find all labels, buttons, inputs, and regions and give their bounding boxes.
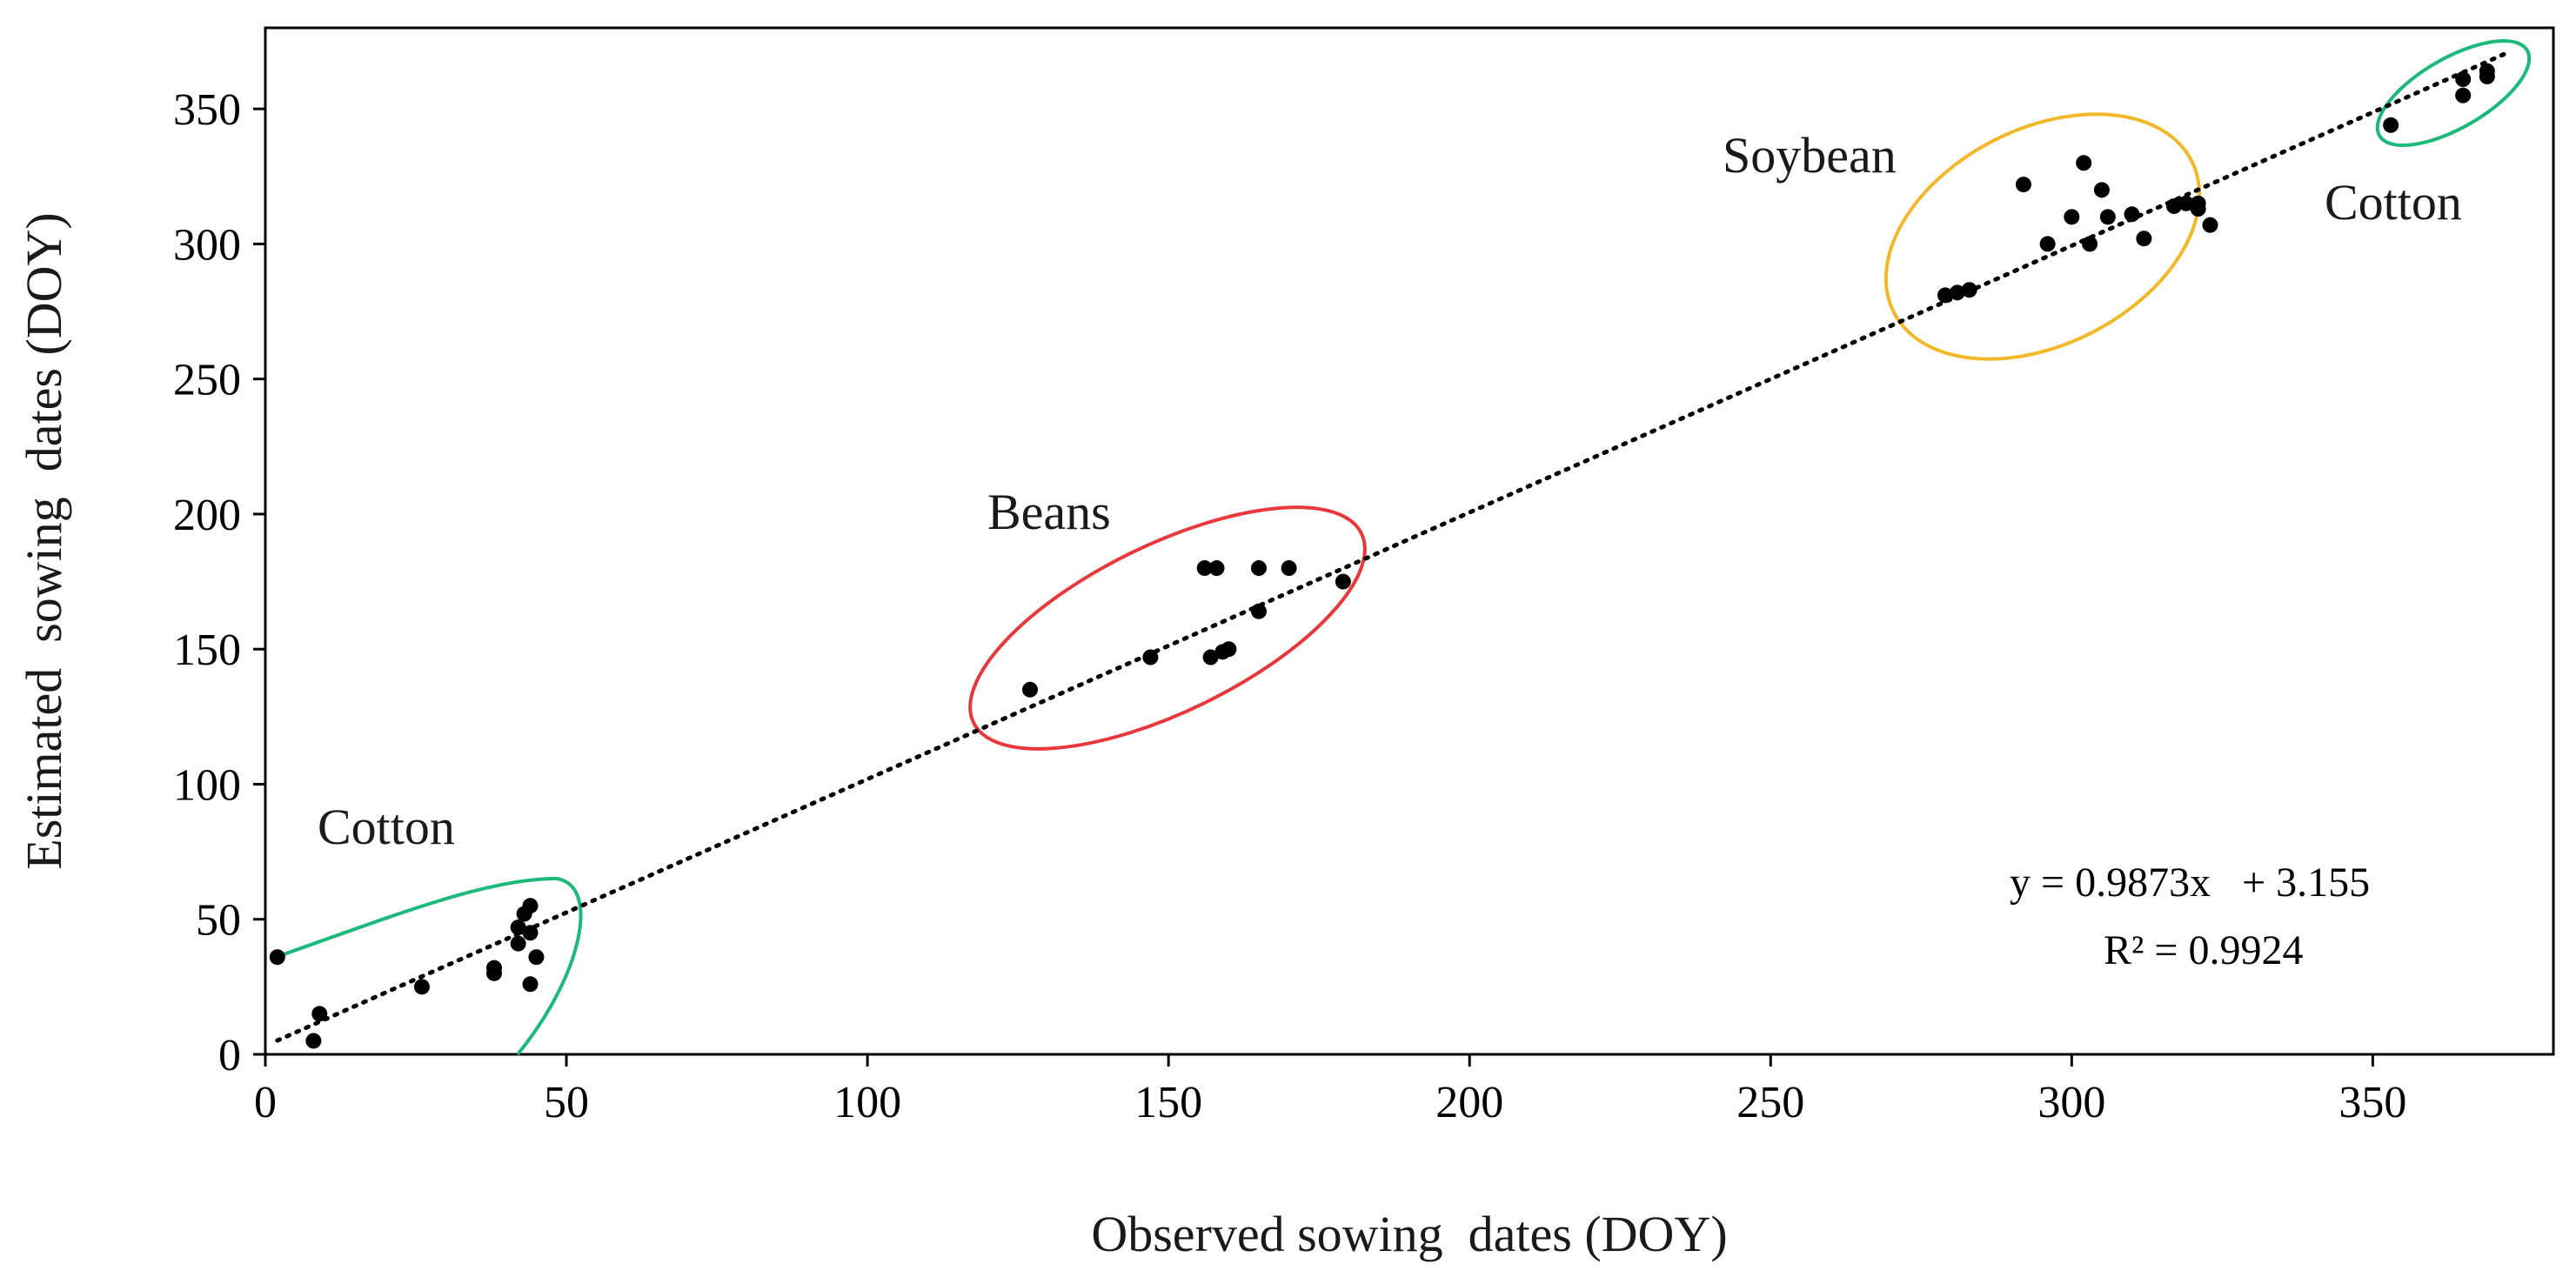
data-point: [2099, 209, 2116, 225]
y-tick-label: 300: [173, 220, 241, 270]
group-label-cotton-late: Cotton: [2325, 174, 2462, 231]
y-tick-label: 250: [173, 356, 241, 405]
data-point: [1250, 603, 1267, 619]
x-tick-label: 100: [833, 1078, 901, 1127]
data-point: [269, 949, 285, 966]
y-tick-label: 100: [173, 760, 241, 810]
group-label-beans: Beans: [987, 484, 1111, 540]
data-point: [2190, 201, 2206, 217]
data-point: [305, 1033, 322, 1049]
data-point: [510, 935, 526, 952]
data-point: [2479, 68, 2495, 84]
x-tick-label: 250: [1736, 1078, 1804, 1127]
data-point: [2202, 217, 2218, 233]
soybean-outline: [1883, 112, 2202, 361]
data-point: [528, 949, 545, 966]
data-point: [1937, 287, 1953, 304]
r-squared-label: R² = 0.9924: [2104, 927, 2303, 973]
data-point: [1196, 560, 1213, 577]
x-axis: 0 50 100 150 200 250 300 350: [254, 1054, 2406, 1127]
data-point: [1961, 282, 1977, 298]
data-point: [2039, 236, 2056, 252]
x-tick-label: 50: [544, 1078, 589, 1127]
data-point: [510, 920, 526, 936]
trendline: [275, 51, 2508, 1043]
data-point: [2455, 71, 2472, 87]
data-point: [522, 898, 539, 914]
x-axis-title: Observed sowing dates (DOY): [1091, 1206, 1727, 1262]
data-point: [2178, 195, 2194, 211]
data-point: [2082, 236, 2098, 252]
data-point: [1021, 681, 1038, 698]
data-point: [1221, 641, 1237, 658]
y-tick-label: 150: [173, 625, 241, 675]
data-point: [2165, 197, 2182, 214]
data-point: [413, 979, 430, 995]
cotton-early-outline: [271, 876, 583, 1056]
plot-area-frame: [264, 26, 2555, 1056]
cotton-late-outline: [2375, 38, 2532, 148]
data-point: [311, 1006, 328, 1022]
data-point: [1335, 573, 1351, 590]
data-point: [1949, 284, 1965, 301]
data-point: [2015, 177, 2031, 193]
y-tick-label: 50: [196, 896, 241, 946]
regression-equation: y = 0.9873x + 3.155: [2010, 859, 2370, 906]
data-point: [2064, 209, 2080, 225]
y-tick-label: 350: [173, 85, 241, 135]
data-point: [2093, 182, 2110, 198]
data-points: [269, 63, 2495, 1049]
data-point: [522, 925, 539, 941]
y-tick-label: 200: [173, 491, 241, 540]
y-axis-title: Estimated sowing dates (DOY): [16, 212, 72, 869]
x-tick-label: 150: [1134, 1078, 1202, 1127]
data-point: [2076, 155, 2092, 171]
data-point: [1250, 560, 1267, 577]
group-label-cotton-early: Cotton: [318, 799, 455, 855]
data-point: [2124, 206, 2140, 223]
data-point: [1202, 649, 1219, 665]
beans-outline: [968, 505, 1367, 751]
group-label-soybean: Soybean: [1723, 127, 1897, 184]
data-point: [486, 965, 502, 981]
data-point: [522, 976, 539, 993]
data-point: [1142, 649, 1159, 665]
x-tick-label: 200: [1435, 1078, 1503, 1127]
data-point: [2455, 87, 2472, 104]
x-tick-label: 300: [2037, 1078, 2105, 1127]
data-point: [2136, 231, 2152, 247]
data-point: [1208, 560, 1225, 577]
x-tick-label: 350: [2338, 1078, 2406, 1127]
y-axis: 0 50 100 150 200 250 300 350: [173, 85, 265, 1080]
data-point: [1281, 560, 1297, 577]
data-point: [2383, 117, 2399, 133]
x-tick-label: 0: [254, 1078, 277, 1127]
y-tick-label: 0: [218, 1031, 241, 1080]
